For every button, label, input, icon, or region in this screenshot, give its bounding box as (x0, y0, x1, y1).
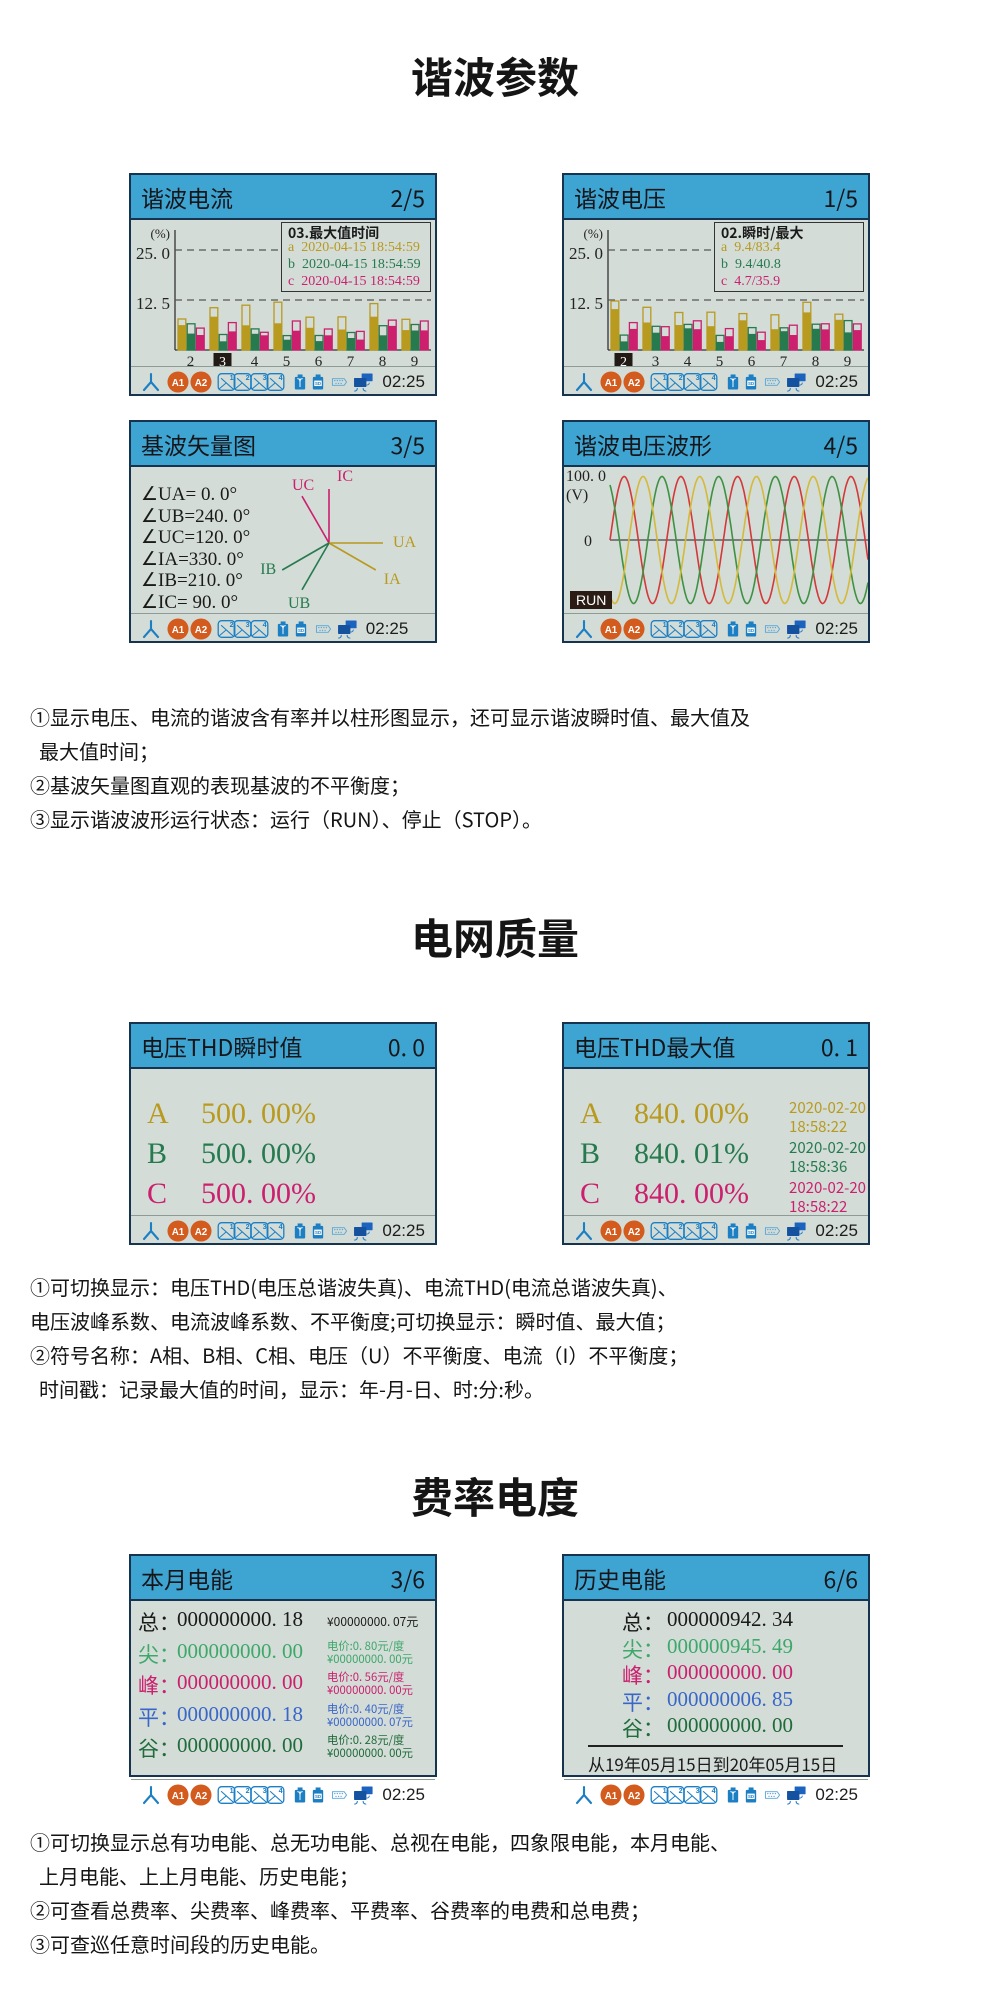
svg-text:4: 4 (684, 354, 692, 366)
svg-text:SD: SD (315, 1794, 321, 1799)
svg-text:7: 7 (780, 354, 788, 366)
svg-text:A1: A1 (604, 1791, 617, 1802)
svg-text:UC: UC (292, 477, 314, 494)
svg-text:(%): (%) (584, 226, 604, 241)
svg-text:IB: IB (260, 561, 276, 578)
svg-text:4: 4 (712, 372, 716, 381)
svg-text:IA: IA (384, 571, 401, 588)
svg-text:UA: UA (393, 534, 417, 551)
svg-text:SD: SD (315, 381, 321, 386)
svg-text:IC: IC (337, 468, 353, 485)
svg-text:A1: A1 (171, 1227, 184, 1238)
svg-text:2: 2 (187, 354, 195, 366)
svg-text:A1: A1 (171, 378, 184, 389)
svg-text:2: 2 (620, 355, 627, 366)
svg-text:6: 6 (315, 354, 323, 366)
svg-text:4: 4 (279, 1221, 283, 1230)
svg-text:8: 8 (812, 354, 820, 366)
svg-text:3: 3 (652, 354, 660, 366)
svg-text:4: 4 (712, 1221, 716, 1230)
svg-text:A2: A2 (628, 1791, 641, 1802)
svg-text:3: 3 (219, 355, 226, 366)
svg-text:4: 4 (262, 619, 266, 628)
svg-text:5: 5 (716, 354, 724, 366)
svg-text:(%): (%) (151, 226, 171, 241)
svg-text:UB: UB (288, 595, 310, 612)
svg-text:A1: A1 (171, 1791, 184, 1802)
svg-text:8: 8 (379, 354, 387, 366)
svg-text:12. 5: 12. 5 (569, 294, 603, 313)
svg-text:4: 4 (251, 354, 259, 366)
svg-text:A2: A2 (628, 625, 641, 636)
svg-text:A1: A1 (604, 1227, 617, 1238)
svg-text:A2: A2 (628, 1227, 641, 1238)
svg-text:7: 7 (347, 354, 355, 366)
svg-text:SD: SD (298, 628, 304, 633)
svg-text:4: 4 (712, 619, 716, 628)
svg-text:A2: A2 (195, 1791, 208, 1802)
svg-text:A1: A1 (604, 378, 617, 389)
svg-text:4: 4 (712, 1785, 716, 1794)
svg-text:A2: A2 (628, 378, 641, 389)
svg-text:(V): (V) (566, 487, 588, 504)
svg-text:A2: A2 (195, 378, 208, 389)
svg-text:5: 5 (283, 354, 291, 366)
svg-text:6: 6 (748, 354, 756, 366)
svg-text:SD: SD (748, 381, 754, 386)
svg-text:4: 4 (279, 372, 283, 381)
svg-text:4: 4 (279, 1785, 283, 1794)
svg-text:0: 0 (584, 533, 592, 550)
svg-text:9: 9 (411, 354, 419, 366)
svg-text:A2: A2 (195, 625, 208, 636)
svg-text:SD: SD (748, 1794, 754, 1799)
svg-text:12. 5: 12. 5 (136, 294, 170, 313)
svg-text:25. 0: 25. 0 (136, 244, 170, 263)
svg-text:9: 9 (844, 354, 852, 366)
svg-text:SD: SD (315, 1230, 321, 1235)
svg-text:A1: A1 (604, 625, 617, 636)
svg-text:SD: SD (748, 628, 754, 633)
svg-text:100. 0: 100. 0 (566, 468, 606, 485)
svg-text:A1: A1 (171, 625, 184, 636)
svg-text:25. 0: 25. 0 (569, 244, 603, 263)
svg-text:A2: A2 (195, 1227, 208, 1238)
svg-text:SD: SD (748, 1230, 754, 1235)
